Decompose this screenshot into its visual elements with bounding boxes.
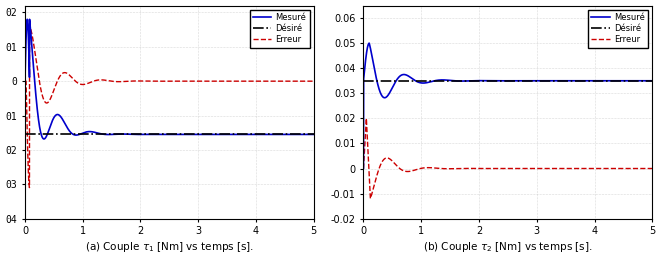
Mesuré: [642, 79, 650, 82]
Désiré: [21, 133, 29, 136]
Erreur: [145, 80, 153, 83]
Mesuré: [54, 113, 62, 116]
Mesuré: [471, 79, 479, 82]
Erreur: [393, 164, 401, 167]
Mesuré: [273, 133, 281, 136]
Mesuré: [360, 167, 368, 170]
Erreur: [648, 167, 656, 170]
Line: Erreur: Erreur: [25, 26, 314, 188]
Erreur: [643, 167, 651, 170]
Mesuré: [393, 79, 401, 82]
Erreur: [71, 80, 79, 83]
Mesuré: [71, 133, 79, 136]
Erreur: [410, 169, 418, 172]
Erreur: [304, 80, 312, 83]
Mesuré: [410, 78, 418, 81]
Désiré: [360, 79, 368, 82]
Erreur: [26, 25, 34, 28]
Mesuré: [611, 79, 619, 82]
Line: Mesuré: Mesuré: [364, 43, 652, 168]
X-axis label: (a) Couple $\tau_1$ [Nm] vs temps [s].: (a) Couple $\tau_1$ [Nm] vs temps [s].: [85, 240, 254, 255]
Legend: Mesuré, Désiré, Erreur: Mesuré, Désiré, Erreur: [588, 10, 648, 48]
Erreur: [360, 167, 368, 170]
Erreur: [26, 186, 34, 189]
Erreur: [273, 80, 281, 83]
Mesuré: [21, 80, 29, 83]
Mesuré: [40, 137, 48, 140]
Mesuré: [366, 42, 373, 45]
Erreur: [310, 80, 318, 83]
Erreur: [54, 78, 62, 81]
Line: Erreur: Erreur: [364, 118, 652, 199]
Erreur: [132, 79, 140, 82]
Legend: Mesuré, Désiré, Erreur: Mesuré, Désiré, Erreur: [250, 10, 309, 48]
Mesuré: [483, 79, 491, 82]
Erreur: [362, 117, 370, 120]
Erreur: [483, 167, 491, 170]
Erreur: [471, 167, 479, 170]
Mesuré: [145, 133, 153, 136]
Désiré: [79, 133, 87, 136]
Erreur: [21, 80, 29, 83]
Désiré: [417, 79, 425, 82]
Erreur: [366, 197, 374, 200]
X-axis label: (b) Couple $\tau_2$ [Nm] vs temps [s].: (b) Couple $\tau_2$ [Nm] vs temps [s].: [423, 240, 593, 255]
Mesuré: [648, 79, 656, 82]
Mesuré: [310, 133, 318, 136]
Erreur: [611, 167, 619, 170]
Mesuré: [304, 133, 312, 136]
Line: Mesuré: Mesuré: [25, 19, 314, 139]
Mesuré: [23, 18, 31, 21]
Mesuré: [132, 133, 140, 136]
